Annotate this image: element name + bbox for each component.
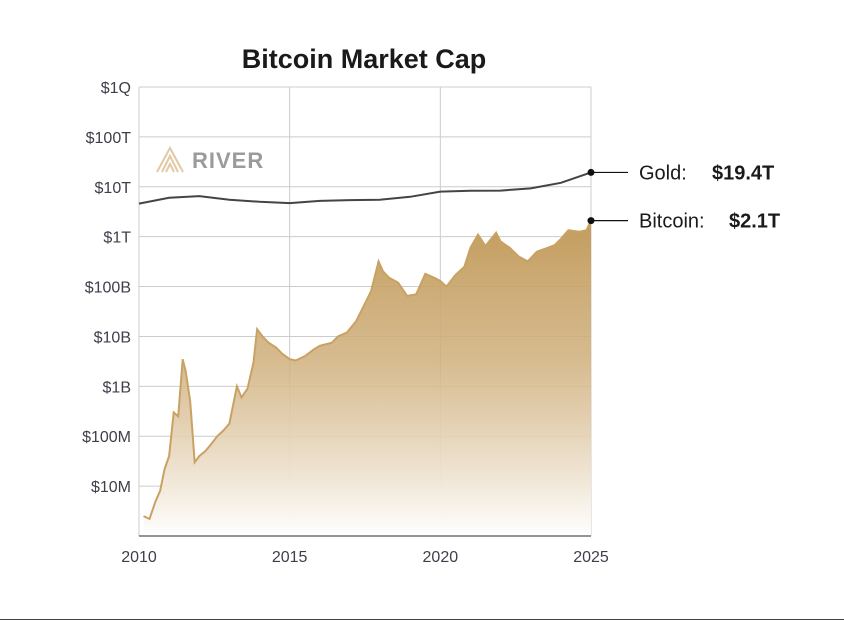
bitcoin-area [143, 220, 591, 536]
x-tick-label: 2025 [573, 549, 609, 566]
y-tick-label: $1T [103, 230, 131, 247]
y-tick-label: $1Q [101, 80, 131, 97]
river-brand-text: RIVER [192, 148, 264, 173]
river-mark-icon [156, 145, 184, 173]
y-tick-label: $100M [82, 429, 131, 446]
y-tick-label: $10B [94, 329, 131, 346]
gold-annotation-value: $19.4T [712, 162, 774, 184]
x-tick-label: 2020 [423, 549, 459, 566]
chart-title: Bitcoin Market Cap [241, 44, 487, 74]
y-tick-label: $10T [95, 180, 132, 197]
bitcoin-line [143, 220, 592, 521]
gold-annotation-label: Gold: [639, 162, 687, 184]
x-tick-label: 2015 [272, 549, 308, 566]
x-tick-label: 2010 [121, 549, 157, 566]
y-tick-label: $10M [91, 479, 131, 496]
river-logo: RIVER [156, 145, 264, 173]
y-tick-label: $1B [103, 379, 131, 396]
axes: $10M $100M $1B $10B $100B $1T $10T $100T $1Q 2010… [82, 80, 609, 566]
y-tick-label: $100T [86, 130, 132, 147]
bitcoin-annotation-label: Bitcoin: [639, 211, 705, 233]
gold-line [138, 171, 592, 205]
y-tick-label: $100B [85, 280, 131, 297]
bitcoin-annotation-value: $2.1T [729, 211, 780, 233]
